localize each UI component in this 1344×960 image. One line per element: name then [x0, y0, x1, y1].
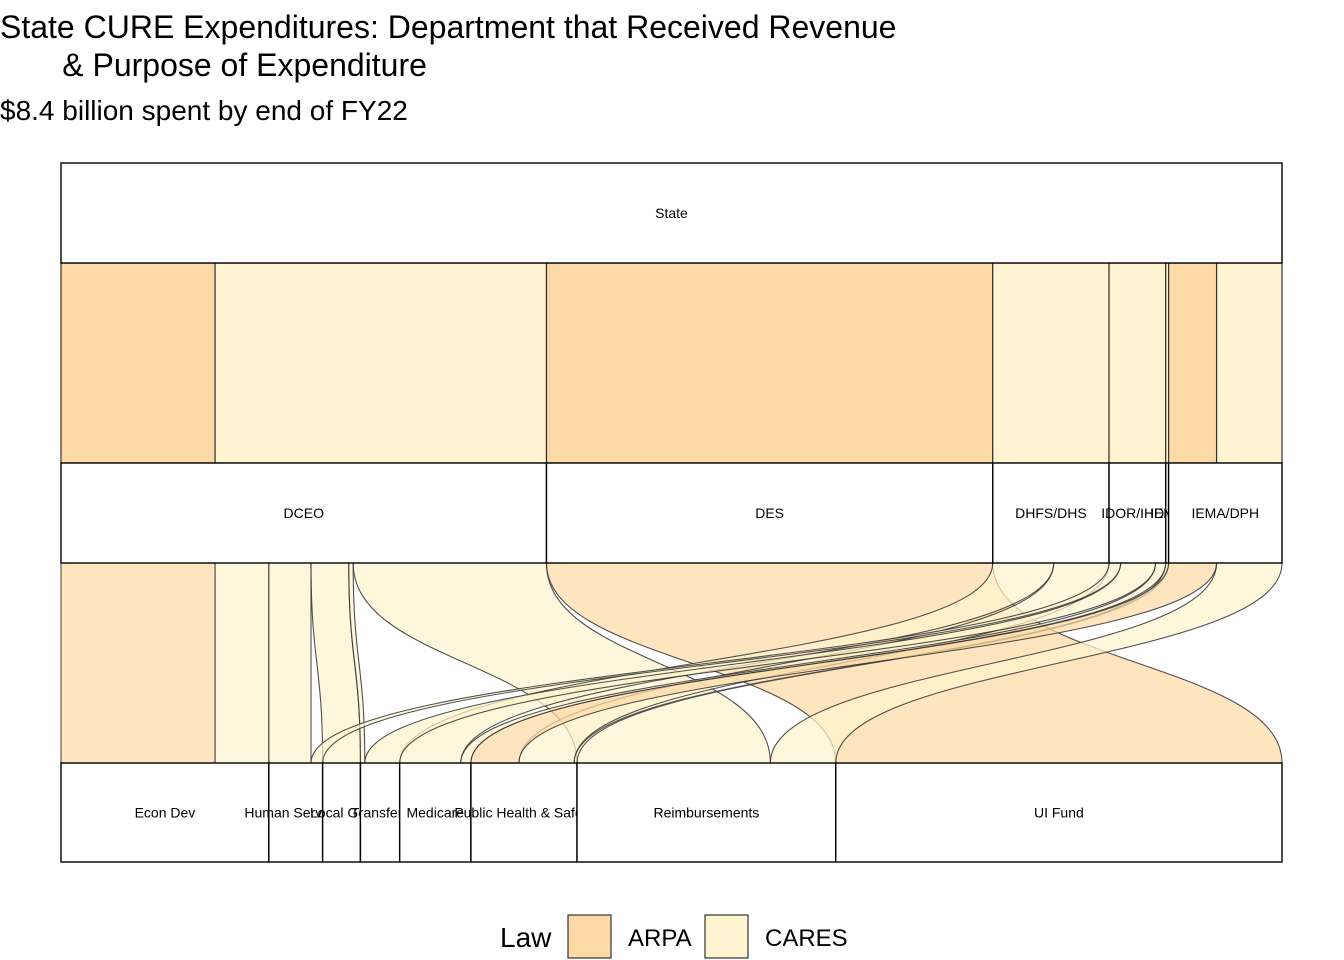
stratum-purpose-reimbursements-box: [576, 762, 837, 863]
legend-label-cares: CARES: [765, 925, 848, 952]
legend-label-arpa: ARPA: [628, 925, 692, 952]
chart-title-line1: State CURE Expenditures: Department that…: [0, 9, 897, 45]
stratum-purpose-ui-fund-box: [835, 762, 1283, 863]
band-iema-dph-arpa: [1168, 262, 1218, 464]
stratum-purpose-local-gov-box: [321, 762, 362, 863]
stratum-dept-des-box: [545, 462, 994, 564]
legend-swatch-arpa: [567, 914, 612, 959]
flow-dceo-to-econ-dev-cares: [214, 562, 270, 764]
stratum-purpose-public-health-safety-label: Public Health & Safety: [454, 805, 593, 821]
band-dceo-cares: [214, 262, 548, 464]
band-dhfs-dhs-cares: [992, 262, 1110, 464]
band-idor-ihda-cares: [1108, 262, 1167, 464]
stratum-purpose-medicare-label: Medicare: [406, 805, 464, 821]
band-des-arpa: [545, 262, 994, 464]
flow-dceo-to-human-services-cares: [268, 562, 312, 764]
stratum-purpose-human-services-label: Human Services: [244, 805, 347, 821]
stratum-dept-iema-dph-box: [1167, 462, 1283, 564]
legend: Law ARPA CARES: [500, 914, 848, 959]
flow-ribbons: [60, 562, 1283, 764]
stratum-dept-idor-ihda-box: [1108, 462, 1167, 564]
chart-title: State CURE Expenditures: Department that…: [0, 8, 896, 84]
stratum-dept-iema-dph-label: IEMA/DPH: [1191, 505, 1259, 521]
stratum-dept-dceo-box: [60, 462, 548, 564]
stratum-dept-dceo-label: DCEO: [284, 505, 325, 521]
stratum-state-label: State: [655, 205, 688, 221]
stratum-purpose-public-health-safety-box: [470, 762, 578, 863]
stratum-purpose-medicare-box: [398, 762, 472, 863]
band-iema-dph-cares: [1215, 262, 1283, 464]
stratum-purpose-reimbursements-label: Reimbursements: [653, 805, 759, 821]
stratum-purpose-transfers-box: [359, 762, 401, 863]
stratum-state-box: [60, 162, 1283, 264]
stratum-bands: [60, 262, 1283, 464]
stratum-purpose-transfers-label: Transfers: [351, 805, 410, 821]
stratum-dept-dhfs-dhs-label: DHFS/DHS: [1015, 505, 1087, 521]
stratum-dept-idor-ihda-label: IDOR/IHDA: [1101, 505, 1174, 521]
stratum-purpose-human-services-box: [268, 762, 324, 863]
stratum-dept-dhfs-dhs-box: [992, 462, 1110, 564]
stratum-purpose-econ-dev-label: Econ Dev: [135, 805, 196, 821]
stratum-purpose-ui-fund-label: UI Fund: [1034, 805, 1084, 821]
chart-title-line2: & Purpose of Expenditure: [0, 47, 427, 83]
flow-dceo-to-econ-dev-arpa: [60, 562, 216, 764]
stratum-dept-des-label: DES: [755, 505, 784, 521]
stratum-purpose-local-gov-label: Local Gov: [310, 805, 373, 821]
legend-title: Law: [500, 922, 552, 953]
stratum-purpose-econ-dev-box: [60, 762, 270, 863]
chart-subtitle: $8.4 billion spent by end of FY22: [0, 95, 408, 126]
legend-swatch-cares: [704, 914, 749, 959]
band-dceo-arpa: [60, 262, 216, 464]
